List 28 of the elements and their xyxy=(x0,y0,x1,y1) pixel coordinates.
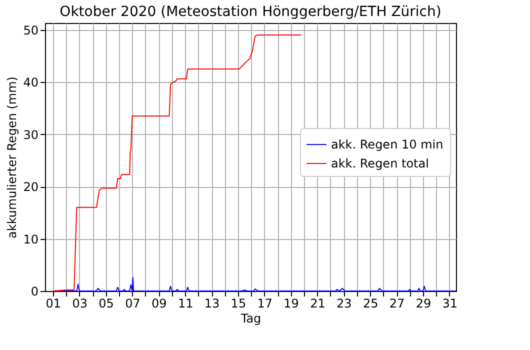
x-tick-label: 19 xyxy=(284,296,299,310)
x-tick-label: 01 xyxy=(46,296,62,310)
y-tick-label: 30 xyxy=(23,128,38,142)
x-tick-label: 11 xyxy=(178,296,194,310)
x-tick-label: 03 xyxy=(72,296,88,310)
x-tick-label: 27 xyxy=(389,296,405,310)
x-tick-label: 09 xyxy=(152,296,167,310)
x-tick-label: 13 xyxy=(204,296,220,310)
x-tick-label: 21 xyxy=(310,296,326,310)
line-series xyxy=(52,34,302,292)
y-tick-label: 0 xyxy=(30,284,38,298)
y-tick-label: 10 xyxy=(23,232,38,246)
x-tick-label: 07 xyxy=(125,296,140,310)
x-axis-title: Tag xyxy=(240,312,262,326)
x-tick-label: 17 xyxy=(257,296,273,310)
y-tick-label: 50 xyxy=(23,23,38,38)
legend-label: akk. Regen total xyxy=(331,156,429,170)
chart-title: Oktober 2020 (Meteostation Hönggerberg/ETH Zürich) xyxy=(60,4,442,20)
y-axis-title: akkumulierter Regen (mm) xyxy=(5,76,20,238)
x-tick-label: 25 xyxy=(362,296,378,310)
x-tick-label: 29 xyxy=(416,296,432,310)
y-tick-label: 40 xyxy=(23,76,38,90)
x-tick-label: 15 xyxy=(230,296,246,310)
y-tick-label: 20 xyxy=(23,180,38,194)
x-tick-label: 05 xyxy=(98,296,114,310)
legend-label: akk. Regen 10 min xyxy=(331,138,444,152)
x-tick-label: 31 xyxy=(442,296,458,310)
x-tick-label: 23 xyxy=(336,296,352,310)
